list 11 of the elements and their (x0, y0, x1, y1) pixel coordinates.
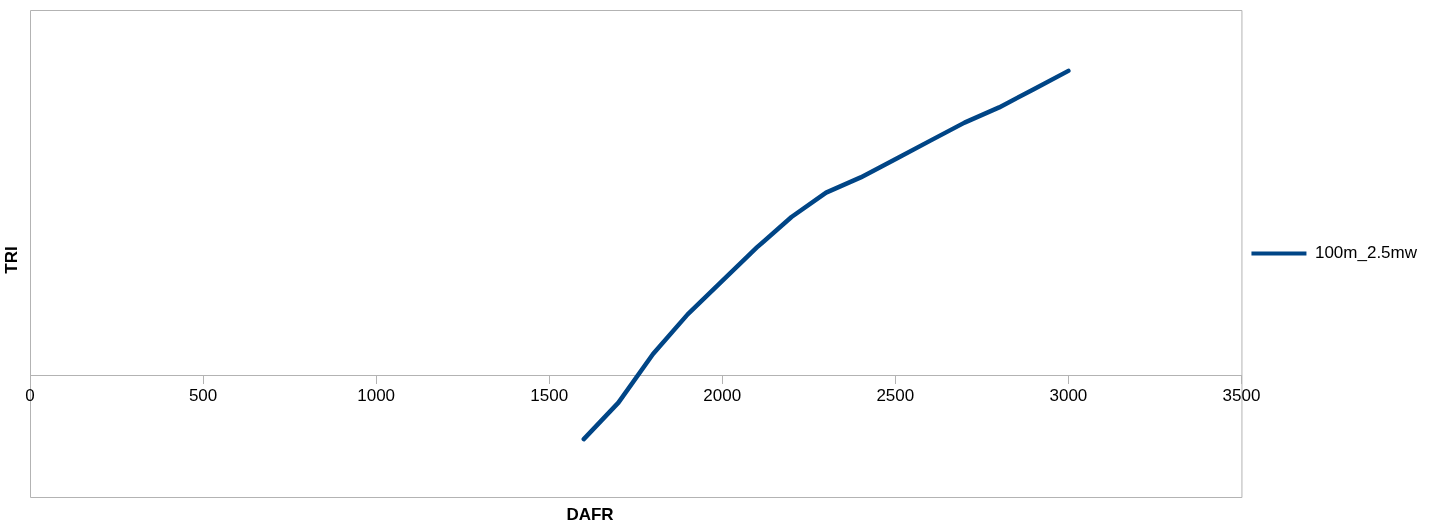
x-tick-label: 2000 (703, 386, 742, 406)
x-tick-label: 3000 (1049, 386, 1088, 406)
x-tick-label: 2500 (876, 386, 915, 406)
y-axis-title: TRI (1, 246, 22, 274)
x-axis-title: DAFR (565, 505, 615, 525)
x-tick-label: 3500 (1222, 386, 1261, 406)
legend-label: 100m_2.5mw (1314, 243, 1418, 263)
x-tick-label: 500 (188, 386, 218, 406)
x-tick-label: 0 (25, 386, 35, 406)
x-tick-label: 1000 (357, 386, 396, 406)
x-tick-label: 1500 (530, 386, 569, 406)
